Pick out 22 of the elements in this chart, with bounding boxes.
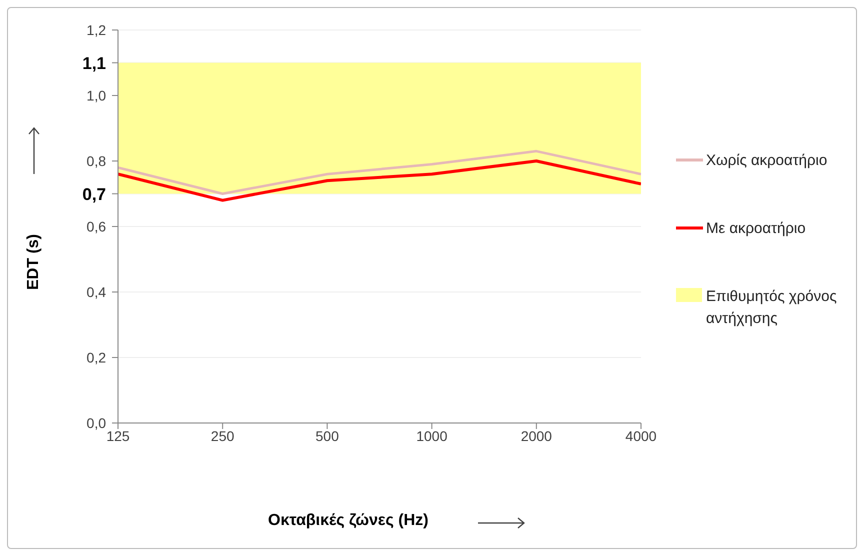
legend-label: Χωρίς ακροατήριο	[706, 151, 828, 171]
y-tick-label: 0,7	[82, 184, 106, 204]
y-tick-label: 1,2	[86, 22, 106, 38]
y-tick-label: 0,6	[86, 218, 106, 234]
x-axis-title: Οκταβικές ζώνες (Hz)	[268, 512, 428, 530]
legend-label: Επιθυμητός χρόνος αντήχησης	[706, 287, 838, 329]
x-tick-label: 500	[316, 428, 340, 444]
y-tick-label: 0,0	[86, 415, 106, 431]
line-series	[118, 160, 641, 202]
y-tick-label: 0,8	[86, 153, 106, 169]
y-tick-label: 0,4	[86, 284, 106, 300]
x-tick-label: 4000	[625, 428, 657, 444]
x-tick-label: 2000	[520, 428, 552, 444]
x-tick-label: 250	[210, 428, 234, 444]
y-tick-label: 0,2	[86, 350, 106, 366]
x-tick-label: 125	[106, 428, 130, 444]
y-axis-title: EDT (s)	[25, 234, 43, 290]
line-series	[118, 150, 641, 195]
x-tick-label: 1000	[416, 428, 448, 444]
y-tick-label: 1,1	[82, 54, 106, 73]
y-tick-label: 1,0	[86, 88, 106, 104]
legend-label: Με ακροατήριο	[706, 219, 806, 239]
